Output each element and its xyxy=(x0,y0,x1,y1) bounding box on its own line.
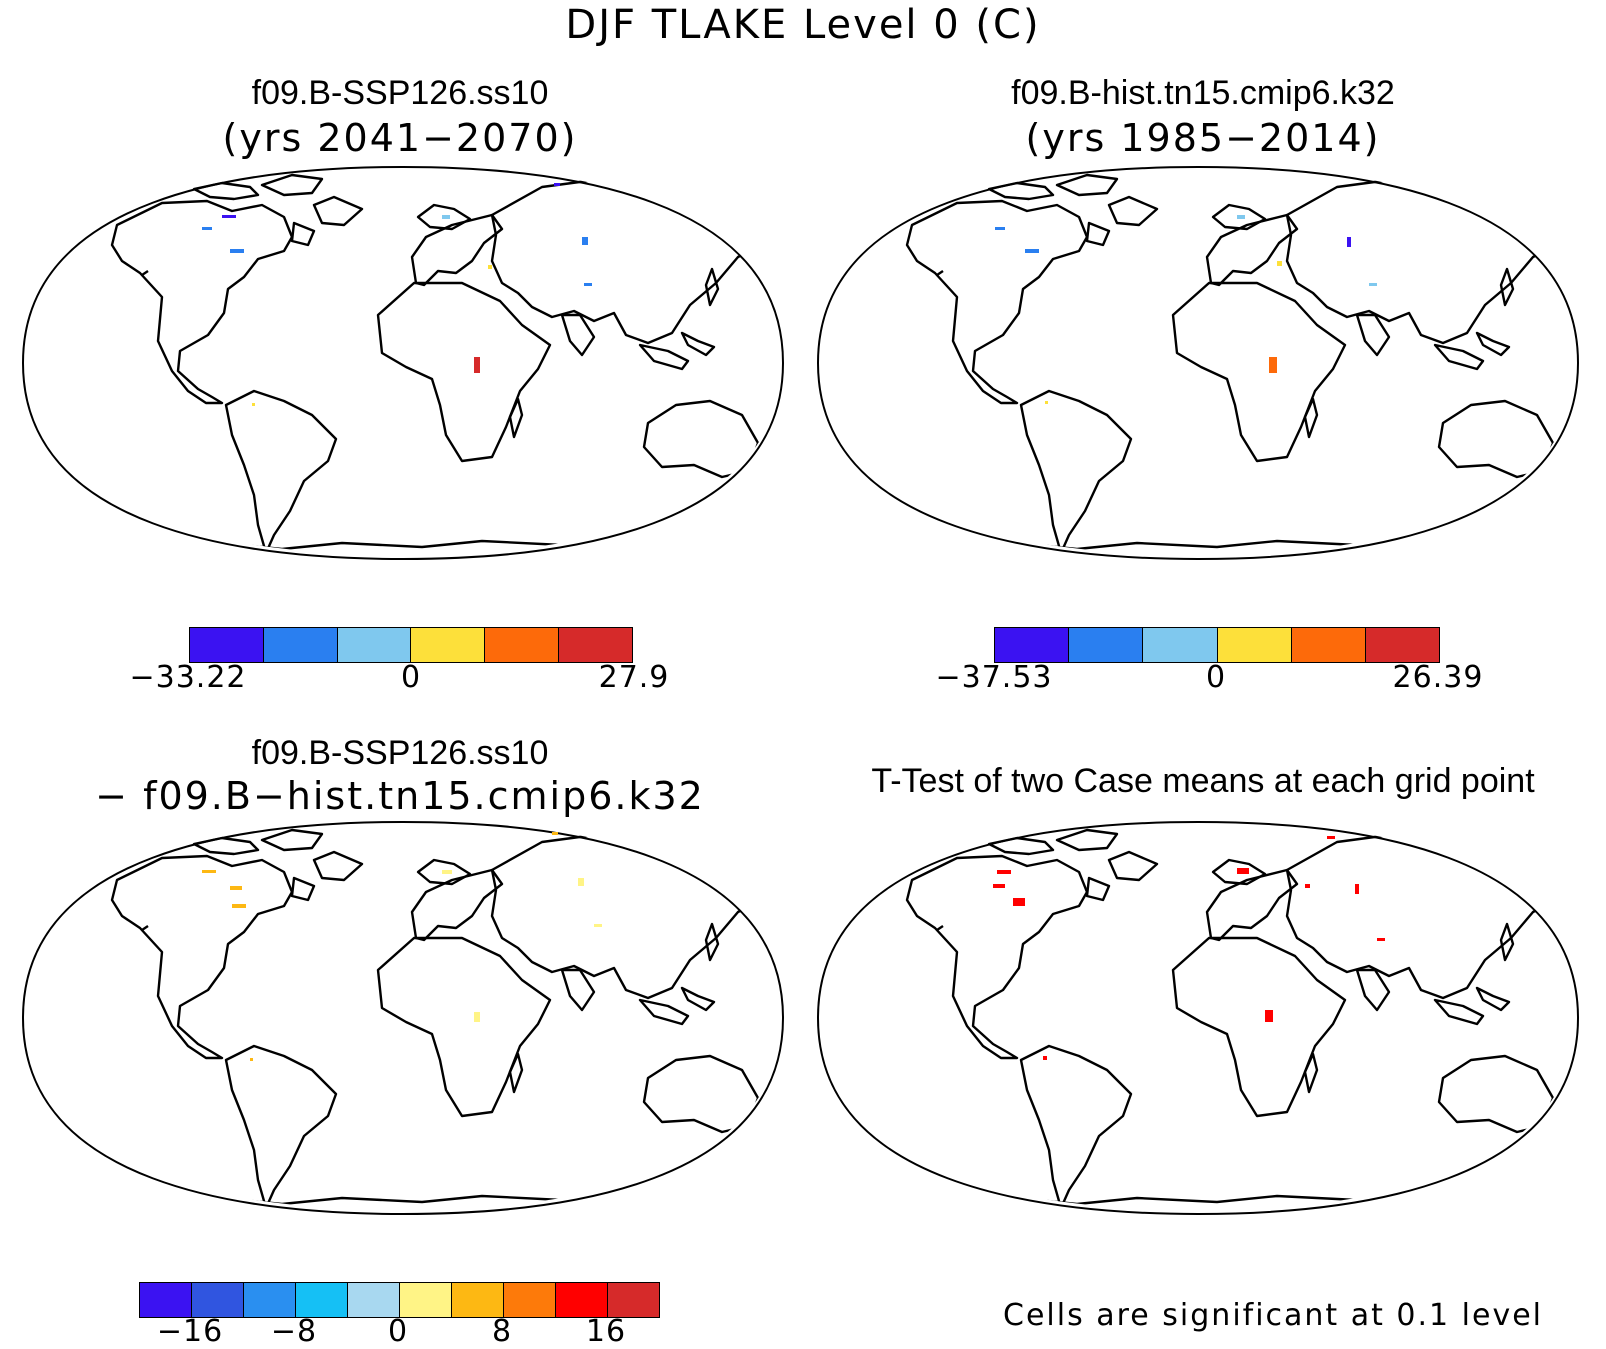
map-panel-4 xyxy=(816,820,1580,1216)
lake-cells-3 xyxy=(202,832,602,1061)
main-title: DJF TLAKE Level 0 (C) xyxy=(565,2,1041,48)
cb1-swatch-0 xyxy=(190,628,264,662)
cb2-swatch-4 xyxy=(1291,628,1366,662)
cb2-swatch-5 xyxy=(1365,628,1440,662)
cb3-swatch-3 xyxy=(296,1283,348,1317)
colorbar-2-label-max: 26.39 xyxy=(1392,660,1484,695)
colorbar-2-label-mid: 0 xyxy=(1205,660,1227,695)
cb3-swatch-7 xyxy=(504,1283,556,1317)
colorbar-1-label-max: 27.9 xyxy=(598,660,670,695)
cb3-swatch-0 xyxy=(140,1283,192,1317)
lake-cells-1 xyxy=(202,183,592,406)
colorbar-1 xyxy=(189,627,633,663)
colorbar-1-label-mid: 0 xyxy=(400,660,422,695)
colorbar-3-label-neg8: −8 xyxy=(270,1314,318,1349)
cb3-swatch-6 xyxy=(452,1283,504,1317)
colorbar-3-label-zero: 0 xyxy=(387,1314,409,1349)
map-panel-1 xyxy=(21,165,785,561)
cb1-swatch-2 xyxy=(337,628,412,662)
colorbar-3-label-8: 8 xyxy=(491,1314,513,1349)
cb2-swatch-1 xyxy=(1069,628,1144,662)
map-panel-3 xyxy=(21,820,785,1216)
cb3-swatch-5 xyxy=(400,1283,452,1317)
cb1-swatch-3 xyxy=(411,628,486,662)
panel-3-title: f09.B-SSP126.ss10 xyxy=(251,734,549,772)
panel-2-subtitle: (yrs 1985−2014) xyxy=(1025,116,1381,160)
cb3-swatch-2 xyxy=(244,1283,296,1317)
panel-1-title: f09.B-SSP126.ss10 xyxy=(251,74,549,112)
map-panel-2 xyxy=(816,165,1580,561)
colorbar-2-label-min: −37.53 xyxy=(935,660,1053,695)
colorbar-3 xyxy=(139,1282,660,1318)
cb2-swatch-3 xyxy=(1217,628,1292,662)
cb3-swatch-8 xyxy=(556,1283,608,1317)
significant-cells xyxy=(993,836,1385,1060)
colorbar-2 xyxy=(994,627,1440,663)
significance-note: Cells are significant at 0.1 level xyxy=(1003,1298,1544,1333)
colorbar-3-label-16: 16 xyxy=(585,1314,627,1349)
lake-cells-2 xyxy=(995,215,1377,404)
cb2-swatch-0 xyxy=(995,628,1070,662)
panel-4-title: T-Test of two Case means at each grid po… xyxy=(871,762,1535,800)
cb3-swatch-1 xyxy=(192,1283,244,1317)
cb1-swatch-4 xyxy=(485,628,560,662)
cb3-swatch-9 xyxy=(608,1283,659,1317)
colorbar-3-label-neg16: −16 xyxy=(156,1314,224,1349)
cb2-swatch-2 xyxy=(1143,628,1218,662)
panel-1-subtitle: (yrs 2041−2070) xyxy=(222,116,578,160)
cb1-swatch-5 xyxy=(559,628,632,662)
panel-3-subtitle: − f09.B−hist.tn15.cmip6.k32 xyxy=(95,774,705,818)
panel-2-title: f09.B-hist.tn15.cmip6.k32 xyxy=(1011,74,1395,112)
colorbar-1-label-min: −33.22 xyxy=(129,660,247,695)
cb1-swatch-1 xyxy=(263,628,338,662)
cb3-swatch-4 xyxy=(348,1283,400,1317)
